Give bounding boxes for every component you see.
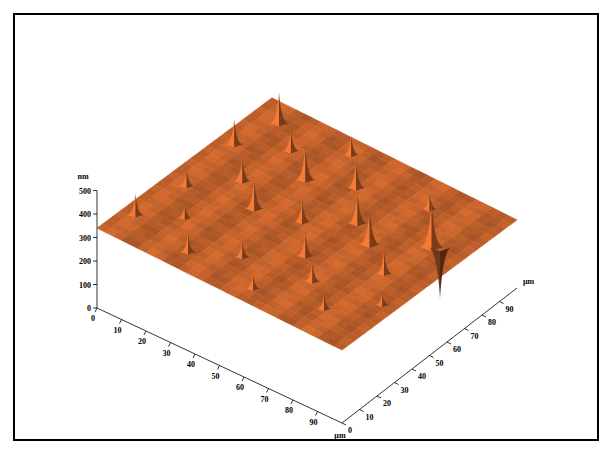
- svg-text:90: 90: [506, 305, 514, 314]
- svg-text:40: 40: [418, 372, 426, 381]
- svg-text:30: 30: [401, 386, 409, 395]
- svg-text:0: 0: [348, 426, 352, 435]
- svg-text:20: 20: [138, 337, 146, 346]
- svg-text:0: 0: [87, 304, 91, 313]
- svg-text:80: 80: [488, 318, 496, 327]
- svg-text:µm: µm: [523, 277, 535, 286]
- svg-text:200: 200: [79, 257, 91, 266]
- svg-text:100: 100: [79, 281, 91, 290]
- svg-text:10: 10: [114, 326, 122, 335]
- svg-text:80: 80: [285, 406, 293, 415]
- svg-text:70: 70: [471, 332, 479, 341]
- svg-text:30: 30: [163, 349, 171, 358]
- svg-text:400: 400: [79, 210, 91, 219]
- svg-text:nm: nm: [77, 172, 88, 181]
- svg-text:0: 0: [91, 314, 95, 323]
- svg-text:70: 70: [261, 395, 269, 404]
- svg-text:50: 50: [212, 372, 220, 381]
- svg-text:90: 90: [310, 418, 318, 427]
- svg-text:500: 500: [79, 187, 91, 196]
- svg-text:50: 50: [436, 359, 444, 368]
- svg-text:40: 40: [187, 360, 195, 369]
- svg-text:µm: µm: [334, 431, 346, 440]
- svg-text:20: 20: [383, 399, 391, 408]
- svg-text:10: 10: [366, 413, 374, 422]
- svg-text:60: 60: [453, 345, 461, 354]
- svg-text:60: 60: [236, 383, 244, 392]
- svg-text:300: 300: [79, 234, 91, 243]
